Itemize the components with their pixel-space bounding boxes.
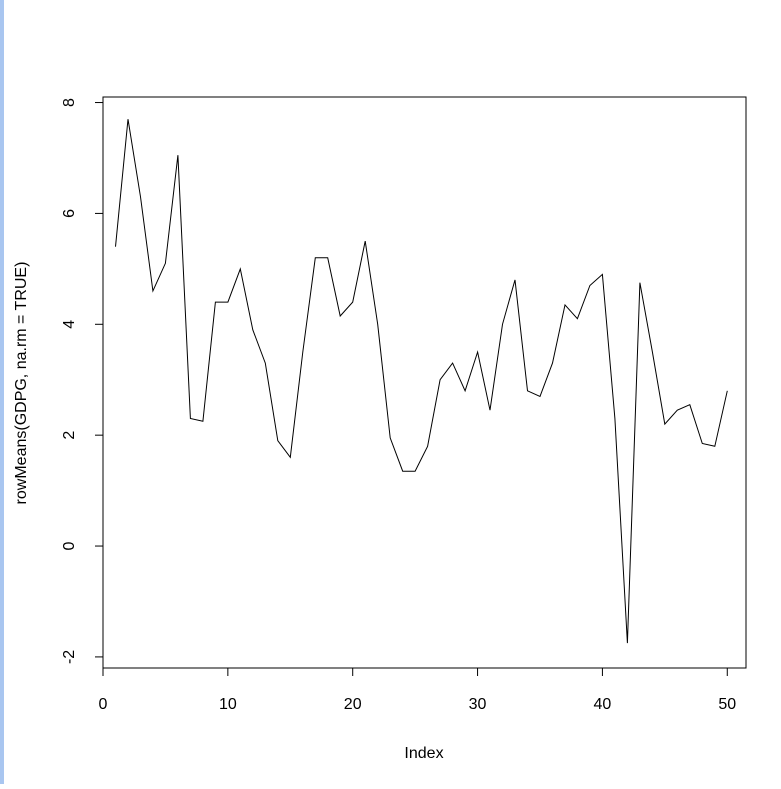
x-tick-label: 30 — [469, 696, 487, 713]
y-tick-label: 8 — [61, 98, 78, 107]
window-edge — [0, 0, 4, 784]
series-line — [115, 119, 728, 644]
x-tick-label: 10 — [219, 696, 237, 713]
y-tick-label: -2 — [61, 650, 78, 664]
y-tick-label: 2 — [61, 431, 78, 440]
plot-frame — [102, 96, 747, 669]
x-tick-label: 40 — [594, 696, 612, 713]
x-tick-label: 0 — [99, 696, 108, 713]
y-tick-label: 0 — [61, 541, 78, 550]
y-tick-label: 6 — [61, 209, 78, 218]
x-tick-label: 20 — [344, 696, 362, 713]
y-axis-label: rowMeans(GDPG, na.rm = TRUE) — [13, 262, 30, 505]
x-axis-label: Index — [404, 745, 443, 762]
y-tick-label: 4 — [61, 320, 78, 329]
x-tick-label: 50 — [718, 696, 736, 713]
